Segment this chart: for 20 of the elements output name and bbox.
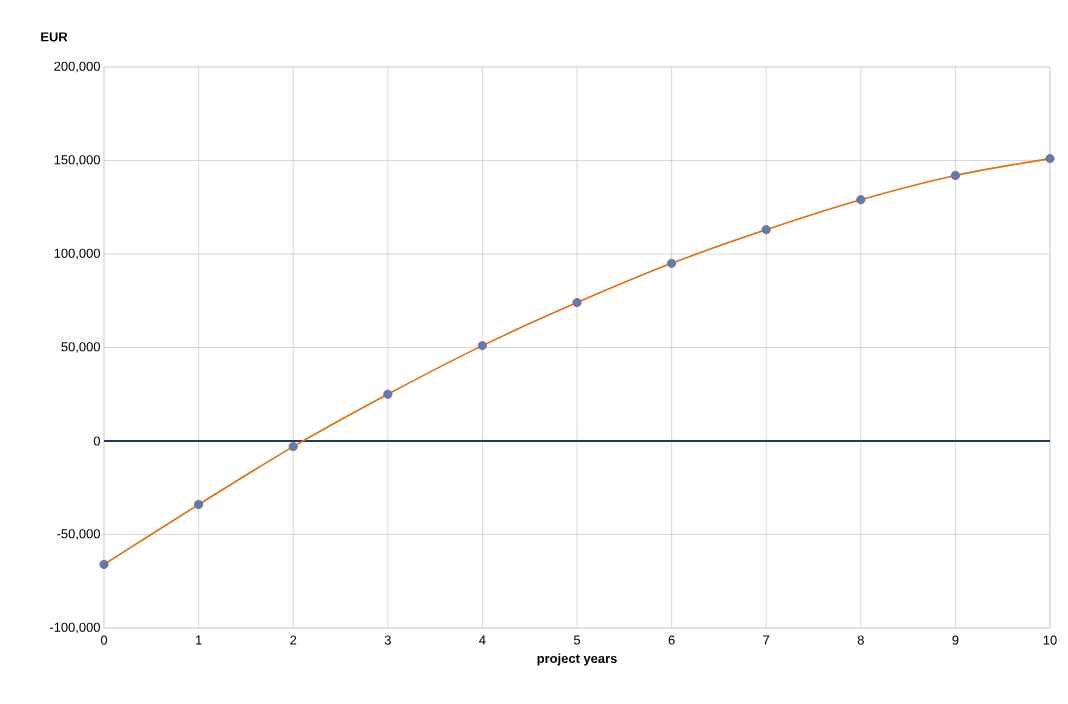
x-tick-label: 1 <box>195 635 202 645</box>
x-tick-label: 8 <box>857 635 864 645</box>
x-tick-label: 6 <box>668 635 675 645</box>
y-axis-title: EUR <box>41 32 68 42</box>
x-tick-label: 9 <box>952 635 959 645</box>
y-tick-label: 200,000 <box>54 61 100 73</box>
x-tick-label: 0 <box>100 635 108 645</box>
y-tick-label: 50,000 <box>61 342 100 353</box>
x-tick-label: 2 <box>290 635 297 645</box>
y-tick-label: 0 <box>93 436 100 446</box>
x-tick-label: 10 <box>1043 635 1057 645</box>
y-tick-label: 150,000 <box>54 155 100 166</box>
x-tick-label: 3 <box>384 635 391 645</box>
x-tick-label: 7 <box>763 635 770 645</box>
y-tick-label: -50,000 <box>57 529 100 540</box>
y-tick-label: 100,000 <box>54 248 100 260</box>
y-tick-label: -100,000 <box>49 622 100 634</box>
x-axis-title: project years <box>537 653 617 666</box>
x-tick-label: 5 <box>573 635 581 645</box>
x-tick-label: 4 <box>479 635 486 645</box>
